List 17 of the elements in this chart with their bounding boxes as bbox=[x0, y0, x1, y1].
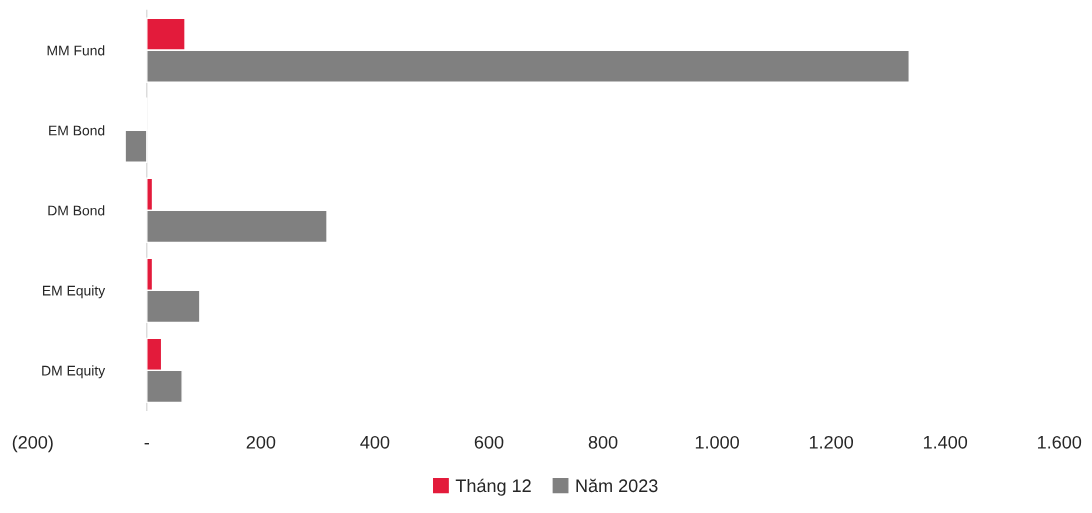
x-tick-label: 400 bbox=[360, 435, 390, 449]
y-tick-label: DM Bond bbox=[48, 205, 105, 216]
x-tick-label: 1.200 bbox=[809, 435, 854, 449]
y-tick-label: DM Equity bbox=[42, 365, 106, 379]
x-tick-label: 1.400 bbox=[923, 435, 968, 449]
x-tick-label: 200 bbox=[246, 435, 276, 449]
x-tick-label: (200) bbox=[12, 435, 53, 453]
x-tick-label: 1.600 bbox=[1038, 435, 1082, 449]
x-tick-label: 1.000 bbox=[695, 435, 739, 449]
x-tick-label: 600 bbox=[474, 435, 504, 449]
legend-label: Tháng 12 bbox=[455, 478, 531, 496]
y-tick-label: MM Fund bbox=[47, 45, 105, 56]
x-tick-label: - bbox=[144, 442, 150, 445]
y-tick-label: EM Equity bbox=[42, 285, 106, 299]
legend-label: Năm 2023 bbox=[576, 478, 658, 493]
y-tick-label: EM Bond bbox=[49, 125, 105, 136]
x-tick-label: 800 bbox=[588, 435, 618, 449]
